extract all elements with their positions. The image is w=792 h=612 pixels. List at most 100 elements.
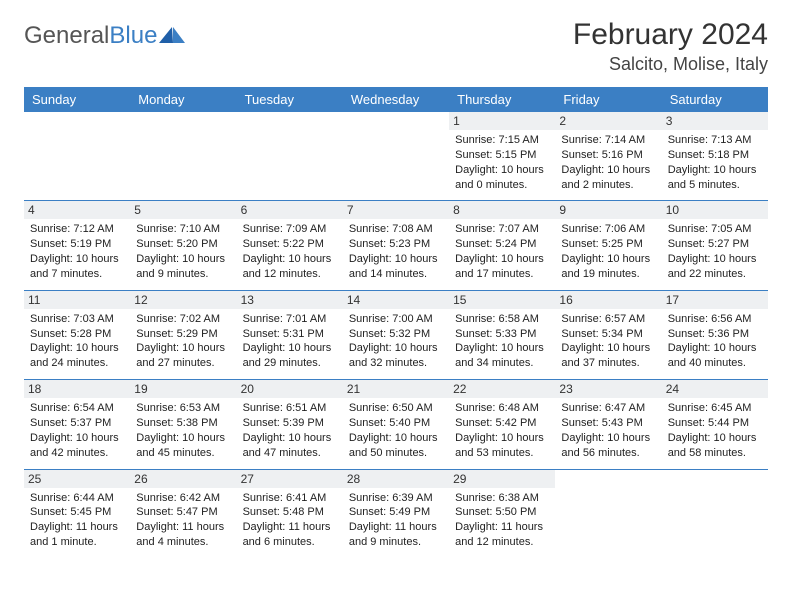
- calendar-day-cell: 18Sunrise: 6:54 AMSunset: 5:37 PMDayligh…: [24, 380, 130, 469]
- day-number: 1: [449, 112, 555, 130]
- day-number: 4: [24, 201, 130, 219]
- sunset-text: Sunset: 5:22 PM: [243, 237, 337, 252]
- sunset-text: Sunset: 5:45 PM: [30, 505, 124, 520]
- sunset-text: Sunset: 5:27 PM: [668, 237, 762, 252]
- sunrise-text: Sunrise: 7:07 AM: [455, 222, 549, 237]
- day-number: 9: [555, 201, 661, 219]
- daylight1-text: Daylight: 10 hours: [136, 252, 230, 267]
- sunset-text: Sunset: 5:31 PM: [243, 327, 337, 342]
- calendar-day-cell: .: [343, 112, 449, 201]
- calendar-day-cell: 16Sunrise: 6:57 AMSunset: 5:34 PMDayligh…: [555, 290, 661, 379]
- sunset-text: Sunset: 5:19 PM: [30, 237, 124, 252]
- daylight1-text: Daylight: 10 hours: [243, 431, 337, 446]
- sunrise-text: Sunrise: 6:57 AM: [561, 312, 655, 327]
- calendar-day-cell: 29Sunrise: 6:38 AMSunset: 5:50 PMDayligh…: [449, 469, 555, 558]
- weekday-header: Friday: [555, 87, 661, 112]
- day-number: 16: [555, 291, 661, 309]
- sunset-text: Sunset: 5:24 PM: [455, 237, 549, 252]
- daylight2-text: and 45 minutes.: [136, 446, 230, 461]
- calendar-day-cell: 23Sunrise: 6:47 AMSunset: 5:43 PMDayligh…: [555, 380, 661, 469]
- sunset-text: Sunset: 5:43 PM: [561, 416, 655, 431]
- daylight1-text: Daylight: 10 hours: [455, 431, 549, 446]
- sunrise-text: Sunrise: 7:03 AM: [30, 312, 124, 327]
- daylight2-text: and 19 minutes.: [561, 267, 655, 282]
- sunrise-text: Sunrise: 6:56 AM: [668, 312, 762, 327]
- daylight1-text: Daylight: 10 hours: [668, 431, 762, 446]
- calendar-day-cell: .: [130, 112, 236, 201]
- day-number: 11: [24, 291, 130, 309]
- daylight2-text: and 58 minutes.: [668, 446, 762, 461]
- day-number: 28: [343, 470, 449, 488]
- calendar-day-cell: 3Sunrise: 7:13 AMSunset: 5:18 PMDaylight…: [662, 112, 768, 201]
- sunrise-text: Sunrise: 6:45 AM: [668, 401, 762, 416]
- day-number: 15: [449, 291, 555, 309]
- daylight1-text: Daylight: 10 hours: [561, 431, 655, 446]
- calendar-week-row: ....1Sunrise: 7:15 AMSunset: 5:15 PMDayl…: [24, 112, 768, 201]
- sunset-text: Sunset: 5:44 PM: [668, 416, 762, 431]
- daylight2-text: and 27 minutes.: [136, 356, 230, 371]
- daylight1-text: Daylight: 10 hours: [136, 341, 230, 356]
- brand-logo: GeneralBlue: [24, 22, 185, 50]
- sunset-text: Sunset: 5:29 PM: [136, 327, 230, 342]
- calendar-day-cell: 5Sunrise: 7:10 AMSunset: 5:20 PMDaylight…: [130, 201, 236, 290]
- calendar-day-cell: 9Sunrise: 7:06 AMSunset: 5:25 PMDaylight…: [555, 201, 661, 290]
- brand-name-part2: Blue: [109, 22, 157, 49]
- calendar-day-cell: 19Sunrise: 6:53 AMSunset: 5:38 PMDayligh…: [130, 380, 236, 469]
- sunrise-text: Sunrise: 7:15 AM: [455, 133, 549, 148]
- sunrise-text: Sunrise: 6:47 AM: [561, 401, 655, 416]
- calendar-day-cell: .: [662, 469, 768, 558]
- daylight2-text: and 5 minutes.: [668, 178, 762, 193]
- calendar-day-cell: .: [237, 112, 343, 201]
- day-number: 5: [130, 201, 236, 219]
- sunrise-text: Sunrise: 7:01 AM: [243, 312, 337, 327]
- sunset-text: Sunset: 5:25 PM: [561, 237, 655, 252]
- weekday-header: Wednesday: [343, 87, 449, 112]
- calendar-table: SundayMondayTuesdayWednesdayThursdayFrid…: [24, 87, 768, 558]
- calendar-day-cell: 1 Sunrise: 7:15 AMSunset: 5:15 PMDaylight…: [449, 112, 555, 201]
- calendar-day-cell: 15Sunrise: 6:58 AMSunset: 5:33 PMDayligh…: [449, 290, 555, 379]
- sunset-text: Sunset: 5:34 PM: [561, 327, 655, 342]
- sunset-text: Sunset: 5:33 PM: [455, 327, 549, 342]
- calendar-day-cell: 8Sunrise: 7:07 AMSunset: 5:24 PMDaylight…: [449, 201, 555, 290]
- daylight1-text: Daylight: 10 hours: [455, 252, 549, 267]
- sunrise-text: Sunrise: 6:51 AM: [243, 401, 337, 416]
- daylight2-text: and 40 minutes.: [668, 356, 762, 371]
- daylight1-text: Daylight: 10 hours: [455, 163, 549, 178]
- daylight2-text: and 12 minutes.: [243, 267, 337, 282]
- daylight2-text: and 6 minutes.: [243, 535, 337, 550]
- location-subtitle: Salcito, Molise, Italy: [573, 54, 768, 75]
- daylight2-text: and 50 minutes.: [349, 446, 443, 461]
- daylight2-text: and 0 minutes.: [455, 178, 549, 193]
- daylight2-text: and 42 minutes.: [30, 446, 124, 461]
- day-number: 24: [662, 380, 768, 398]
- sunrise-text: Sunrise: 6:39 AM: [349, 491, 443, 506]
- daylight1-text: Daylight: 10 hours: [349, 252, 443, 267]
- daylight2-text: and 9 minutes.: [349, 535, 443, 550]
- calendar-day-cell: 17Sunrise: 6:56 AMSunset: 5:36 PMDayligh…: [662, 290, 768, 379]
- day-number: 13: [237, 291, 343, 309]
- sunset-text: Sunset: 5:48 PM: [243, 505, 337, 520]
- day-number: 29: [449, 470, 555, 488]
- weekday-header: Tuesday: [237, 87, 343, 112]
- calendar-day-cell: 4Sunrise: 7:12 AMSunset: 5:19 PMDaylight…: [24, 201, 130, 290]
- daylight2-text: and 17 minutes.: [455, 267, 549, 282]
- sunset-text: Sunset: 5:38 PM: [136, 416, 230, 431]
- day-number: 22: [449, 380, 555, 398]
- daylight2-text: and 7 minutes.: [30, 267, 124, 282]
- daylight1-text: Daylight: 11 hours: [455, 520, 549, 535]
- calendar-day-cell: 2Sunrise: 7:14 AMSunset: 5:16 PMDaylight…: [555, 112, 661, 201]
- sunset-text: Sunset: 5:15 PM: [455, 148, 549, 163]
- daylight1-text: Daylight: 10 hours: [30, 252, 124, 267]
- calendar-day-cell: 27Sunrise: 6:41 AMSunset: 5:48 PMDayligh…: [237, 469, 343, 558]
- sunrise-text: Sunrise: 7:06 AM: [561, 222, 655, 237]
- sunrise-text: Sunrise: 7:13 AM: [668, 133, 762, 148]
- sunrise-text: Sunrise: 6:58 AM: [455, 312, 549, 327]
- calendar-day-cell: 10Sunrise: 7:05 AMSunset: 5:27 PMDayligh…: [662, 201, 768, 290]
- daylight1-text: Daylight: 10 hours: [349, 431, 443, 446]
- sunset-text: Sunset: 5:50 PM: [455, 505, 549, 520]
- daylight1-text: Daylight: 10 hours: [136, 431, 230, 446]
- daylight2-text: and 24 minutes.: [30, 356, 124, 371]
- calendar-header-row: SundayMondayTuesdayWednesdayThursdayFrid…: [24, 87, 768, 112]
- daylight1-text: Daylight: 10 hours: [243, 252, 337, 267]
- day-number: 26: [130, 470, 236, 488]
